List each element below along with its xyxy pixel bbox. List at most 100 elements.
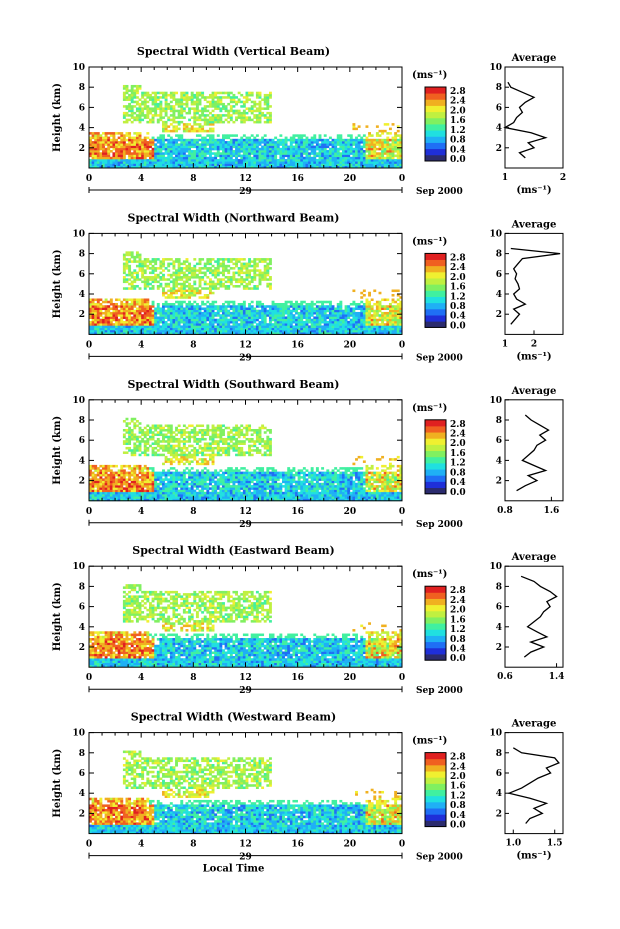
heatmap-cell: [169, 147, 173, 151]
heatmap-cell: [274, 314, 278, 317]
heatmap-cell: [235, 309, 238, 313]
heatmap-cell: [250, 107, 254, 110]
heatmap-cell: [128, 332, 132, 335]
heatmap-cell: [310, 150, 314, 153]
heatmap-cell: [167, 107, 171, 110]
heatmap-cell: [250, 332, 254, 335]
heatmap-cell: [138, 320, 142, 324]
heatmap-cell: [162, 329, 165, 333]
heatmap-cell: [208, 138, 212, 142]
heatmap-cell: [203, 282, 207, 286]
heatmap-cell: [143, 159, 147, 162]
heatmap-cell: [242, 323, 246, 326]
heatmap-cell: [282, 323, 285, 326]
heatmap-cell: [117, 318, 121, 322]
heatmap-cell: [188, 145, 192, 149]
heatmap-cell: [188, 294, 192, 297]
heatmap-cell: [89, 154, 92, 158]
heatmap-cell: [162, 91, 165, 95]
heatmap-cell: [206, 287, 210, 290]
heatmap-cell: [224, 307, 228, 311]
heatmap-cell: [224, 300, 228, 304]
heatmap-cell: [167, 159, 171, 162]
heatmap-cell: [386, 150, 390, 153]
heatmap-cell: [130, 420, 134, 423]
heatmap-cell: [263, 165, 267, 169]
heatmap-cell: [91, 309, 95, 313]
heatmap-cell: [219, 282, 223, 286]
heatmap-cell: [104, 478, 108, 481]
heatmap-cell: [156, 280, 160, 284]
heatmap-cell: [193, 287, 197, 290]
heatmap-cell: [342, 332, 345, 335]
heatmap-cell: [222, 278, 225, 281]
heatmap-cell: [336, 320, 340, 324]
heatmap-cell: [242, 264, 246, 268]
heatmap-cell: [268, 152, 272, 155]
heatmap-cell: [318, 332, 322, 335]
heatmap-cell: [177, 271, 181, 275]
heatmap-cell: [216, 287, 220, 290]
heatmap-cell: [318, 136, 322, 140]
heatmap-cell: [282, 138, 285, 142]
heatmap-cell: [365, 329, 369, 333]
heatmap-cell: [151, 107, 155, 110]
heatmap-cell: [154, 318, 158, 322]
heatmap-cell: [336, 302, 340, 306]
heatmap-cell: [146, 107, 150, 110]
heatmap-cell: [91, 327, 95, 331]
heatmap-cell: [237, 138, 241, 142]
heatmap-cell: [120, 161, 124, 164]
heatmap-cell: [135, 314, 139, 317]
heatmap-cell: [198, 116, 202, 119]
heatmap-cell: [198, 282, 202, 286]
heatmap-cell: [185, 98, 189, 101]
heatmap-cell: [383, 143, 387, 146]
heatmap-cell: [248, 152, 252, 155]
heatmap-cell: [245, 269, 249, 272]
heatmap-cell: [172, 327, 176, 331]
heatmap-cell: [125, 327, 129, 331]
heatmap-cell: [151, 154, 155, 158]
heatmap-cell: [104, 132, 108, 135]
heatmap-cell: [99, 491, 103, 495]
heatmap-cell: [175, 120, 178, 124]
heatmap-cell: [284, 154, 288, 158]
heatmap-cell: [128, 267, 132, 270]
heatmap-cell: [135, 260, 139, 263]
heatmap-cell: [224, 152, 228, 155]
heatmap-cell: [107, 480, 111, 484]
heatmap-cell: [334, 159, 338, 162]
heatmap-cell: [180, 307, 184, 311]
heatmap-cell: [120, 473, 124, 477]
heatmap-cell: [222, 305, 225, 308]
heatmap-cell: [323, 161, 327, 164]
heatmap-cell: [169, 294, 173, 297]
heatmap-cell: [292, 163, 296, 167]
heatmap-cell: [122, 138, 126, 142]
heatmap-cell: [143, 316, 147, 319]
heatmap-cell: [112, 159, 116, 162]
heatmap-cell: [190, 161, 194, 164]
heatmap-cell: [115, 154, 118, 158]
heatmap-cell: [373, 138, 377, 142]
heatmap-cell: [143, 300, 147, 304]
heatmap-cell: [208, 143, 212, 146]
heatmap-cell: [289, 143, 293, 146]
heatmap-cell: [253, 102, 257, 106]
heatmap-cell: [284, 141, 288, 144]
heatmap-cell: [180, 318, 184, 322]
heatmap-cell: [240, 311, 244, 315]
heatmap-cell: [308, 147, 312, 151]
heatmap-cell: [255, 138, 259, 142]
heatmap-cell: [211, 287, 215, 290]
heatmap-cell: [115, 307, 118, 311]
heatmap-cell: [107, 305, 111, 308]
heatmap-cell: [211, 141, 215, 144]
heatmap-cell: [141, 271, 145, 275]
heatmap-cell: [282, 316, 285, 319]
heatmap-cell: [310, 145, 314, 149]
heatmap-cell: [143, 307, 147, 311]
heatmap-cell: [203, 163, 207, 167]
heatmap-cell: [349, 311, 353, 315]
